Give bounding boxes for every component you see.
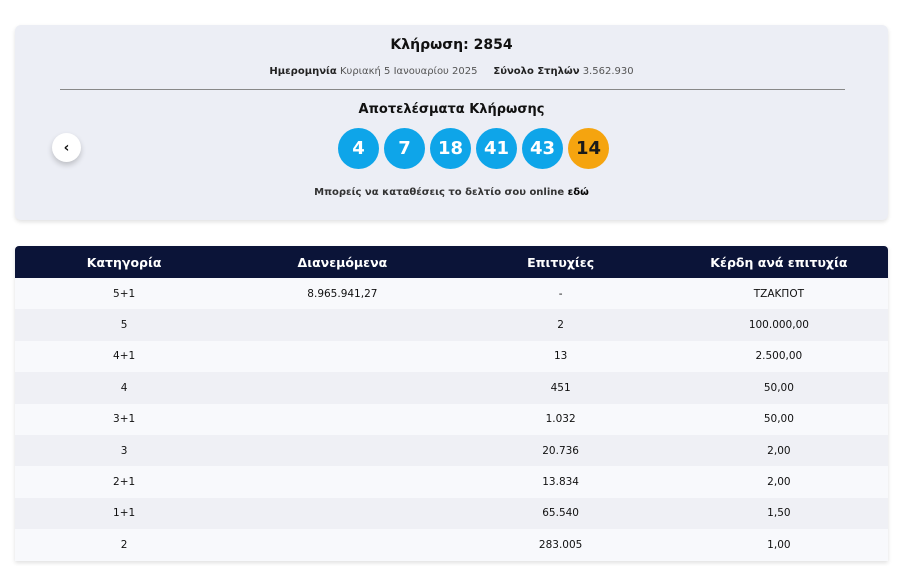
- table-row: 3 20.736 2,00: [15, 434, 888, 467]
- separator: [60, 89, 845, 90]
- table-cell: [233, 434, 452, 467]
- table-cell: [233, 372, 452, 404]
- ball: 4: [338, 128, 379, 169]
- table-row: 3+1 1.032 50,00: [15, 403, 888, 435]
- table-cell: 3: [15, 434, 234, 467]
- table-cell: 2,00: [669, 466, 888, 498]
- table-cell: 3+1: [15, 403, 234, 435]
- table-cell: 2.500,00: [669, 340, 888, 373]
- table-cell: 2+1: [15, 466, 234, 498]
- ball: 41: [476, 128, 517, 169]
- table-cell: 13: [451, 340, 670, 373]
- prev-button[interactable]: ‹: [52, 133, 81, 162]
- table-row: 4 451 50,00: [15, 372, 888, 404]
- table-row: 5 2 100.000,00: [15, 309, 888, 341]
- table-cell: 1+1: [15, 497, 234, 530]
- joker-ball: 14: [568, 128, 609, 169]
- note-link[interactable]: εδώ: [567, 187, 589, 198]
- table-cell: 50,00: [669, 403, 888, 435]
- table-cell: [233, 340, 452, 373]
- table-cell: 1.032: [451, 403, 670, 435]
- table-row: 1+1 65.540 1,50: [15, 497, 888, 530]
- results-title: Αποτελέσματα Κλήρωσης: [358, 102, 545, 117]
- column-header: Κατηγορία: [15, 246, 234, 278]
- ball: 7: [384, 128, 425, 169]
- table-cell: 2,00: [669, 434, 888, 467]
- table-cell: 1,00: [669, 529, 888, 561]
- table-cell: 5+1: [15, 278, 234, 310]
- date-label: Ημερομηνία: [269, 66, 337, 77]
- table-row: 2 283.005 1,00: [15, 529, 888, 561]
- table-cell: 65.540: [451, 497, 670, 530]
- table-cell: 451: [451, 372, 670, 404]
- table-cell: 4+1: [15, 340, 234, 373]
- column-header: Επιτυχίες: [451, 246, 670, 278]
- column-header: Διανεμόμενα: [233, 246, 452, 278]
- draw-info: Ημερομηνία Κυριακή 5 Ιανουαρίου 2025 Σύν…: [15, 66, 888, 77]
- note: Μπορείς να καταθέσεις το δελτίο σου onli…: [15, 187, 888, 198]
- columns-label: Σύνολο Στηλών: [493, 66, 580, 77]
- table-cell: 2: [15, 529, 234, 561]
- column-header: Κέρδη ανά επιτυχία: [669, 246, 888, 278]
- draw-title: Κλήρωση: 2854: [390, 37, 513, 53]
- table-cell: -: [451, 278, 670, 310]
- table-cell: 8.965.941,27: [233, 278, 452, 310]
- date: Κυριακή 5 Ιανουαρίου 2025: [339, 66, 478, 77]
- table-cell: 50,00: [669, 372, 888, 404]
- table-row: 4+1 13 2.500,00: [15, 340, 888, 373]
- table-row: 5+1 8.965.941,27- ΤΖΑΚΠΟΤ: [15, 278, 888, 310]
- table-cell: 20.736: [451, 434, 670, 467]
- ball: 43: [522, 128, 563, 169]
- table-row: 2+1 13.834 2,00: [15, 466, 888, 498]
- table-cell: 283.005: [451, 529, 670, 561]
- table-body: 5+1 8.965.941,27- ΤΖΑΚΠΟΤ 5 2 100.000,00 4+1 13…: [15, 278, 888, 561]
- prize-table: Κατηγορία Διανεμόμενα Επιτυχίες Κέρδη ανά ε…: [15, 246, 888, 561]
- balls: 4 7 18 41 43 14: [15, 128, 888, 169]
- table-cell: 5: [15, 309, 234, 341]
- columns: 3.562.930: [582, 66, 634, 77]
- table-header: Κατηγορία Διανεμόμενα Επιτυχίες Κέρδη ανά ε…: [15, 246, 888, 278]
- table-cell: 1,50: [669, 497, 888, 530]
- table-cell: [233, 309, 452, 341]
- table-cell: [233, 497, 452, 530]
- table-cell: ΤΖΑΚΠΟΤ: [669, 278, 888, 310]
- table-cell: 100.000,00: [669, 309, 888, 341]
- table-cell: 4: [15, 372, 234, 404]
- draw-card: Κλήρωση: 2854 Ημερομηνία Κυριακή 5 Ιανου…: [15, 25, 888, 220]
- table-cell: [233, 403, 452, 435]
- table-cell: 2: [451, 309, 670, 341]
- ball: 18: [430, 128, 471, 169]
- table-cell: [233, 529, 452, 561]
- table-cell: 13.834: [451, 466, 670, 498]
- note-text: Μπορείς να καταθέσεις το δελτίο σου onli…: [314, 187, 565, 198]
- table-cell: [233, 466, 452, 498]
